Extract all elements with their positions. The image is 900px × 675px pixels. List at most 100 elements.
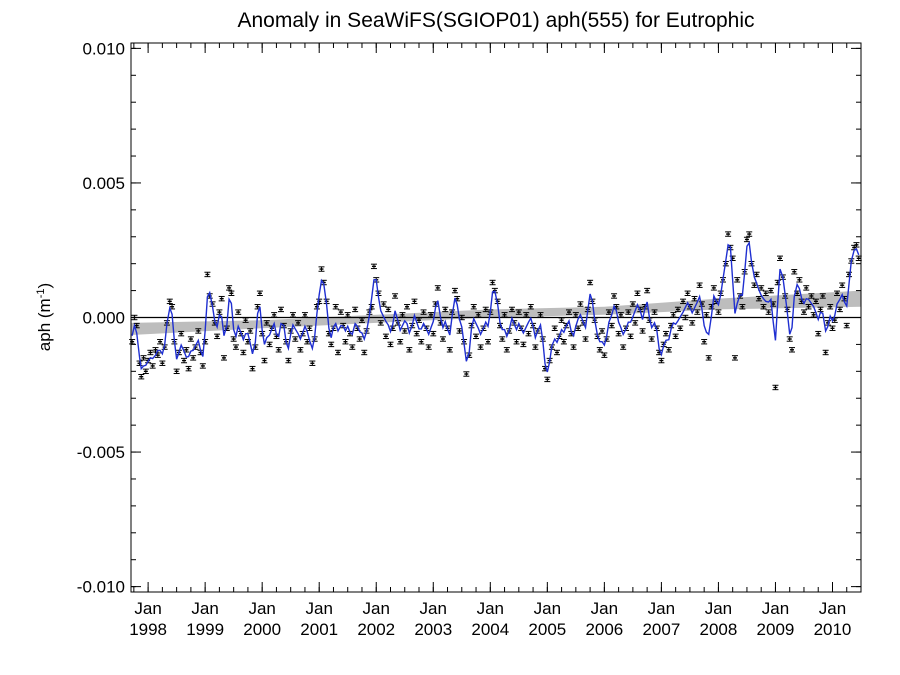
data-point	[418, 339, 425, 345]
data-point	[734, 277, 741, 283]
y-axis-ticks: 0.010 0.005 0.000 -0.005 -0.010	[77, 39, 861, 597]
data-point	[599, 328, 606, 334]
data-point	[420, 309, 427, 315]
y-axis-label-superscript: -1	[35, 288, 47, 298]
data-point	[489, 279, 496, 286]
data-point	[523, 312, 530, 318]
data-point	[342, 339, 349, 345]
data-point	[677, 325, 684, 331]
data-point	[701, 339, 708, 345]
data-point	[705, 355, 712, 361]
data-point	[662, 330, 669, 337]
data-point	[266, 341, 273, 348]
data-point	[812, 298, 819, 305]
y-tick-label: 0.000	[82, 309, 125, 328]
data-point	[470, 304, 477, 310]
data-point	[703, 312, 710, 318]
data-point	[277, 306, 284, 313]
data-point	[684, 290, 691, 296]
data-point	[725, 231, 732, 237]
data-point	[147, 349, 154, 356]
data-point	[743, 236, 750, 243]
x-tick-label-year: 2000	[243, 620, 281, 639]
data-point	[392, 293, 399, 299]
data-point	[442, 306, 449, 313]
data-point	[682, 314, 689, 321]
data-point	[154, 352, 161, 358]
y-tick-label: 0.010	[82, 39, 125, 58]
data-point	[451, 287, 458, 294]
data-point	[786, 336, 793, 342]
data-point	[399, 312, 406, 318]
data-point	[853, 242, 860, 248]
data-point	[672, 333, 679, 340]
x-tick-label-month: Jan	[191, 599, 218, 618]
data-point	[532, 344, 539, 350]
data-point	[306, 325, 313, 331]
x-tick-label-year: 1999	[186, 620, 224, 639]
y-axis-label: aph (m-1)	[35, 283, 54, 351]
data-point	[325, 330, 332, 337]
data-point	[817, 306, 824, 313]
data-point	[434, 285, 441, 291]
y-tick-label: -0.010	[77, 578, 125, 597]
data-point	[601, 352, 608, 358]
data-point	[796, 277, 803, 283]
data-point	[256, 290, 263, 296]
data-point	[261, 357, 268, 364]
data-point	[805, 304, 812, 310]
data-point	[632, 320, 639, 326]
data-point	[608, 322, 615, 329]
data-point	[499, 336, 506, 342]
data-point	[520, 341, 527, 348]
data-point	[670, 312, 677, 318]
data-point	[477, 344, 484, 350]
data-point	[503, 347, 510, 353]
data-point	[551, 325, 558, 331]
data-point	[185, 365, 192, 372]
data-point	[665, 347, 672, 353]
x-tick-label-month: Jan	[477, 599, 504, 618]
data-point	[230, 336, 237, 342]
x-tick-label-year: 2006	[585, 620, 623, 639]
y-tick-label: -0.005	[77, 443, 125, 462]
data-point	[501, 312, 508, 318]
x-tick-label-month: Jan	[420, 599, 447, 618]
data-point	[129, 339, 136, 345]
data-point	[318, 266, 325, 272]
y-tick-label: 0.005	[82, 174, 125, 193]
chart-title: Anomaly in SeaWiFS(SGIOP01) aph(555) for…	[237, 9, 754, 32]
data-point	[178, 330, 185, 337]
data-point	[226, 285, 233, 291]
data-point	[406, 347, 413, 353]
data-point	[755, 295, 762, 302]
data-point	[235, 309, 242, 315]
data-point	[349, 344, 356, 350]
x-tick-label-year: 2009	[757, 620, 795, 639]
data-point	[411, 298, 418, 305]
data-point	[289, 312, 296, 318]
data-point	[397, 339, 404, 345]
data-point	[356, 336, 363, 342]
data-point	[385, 306, 392, 313]
data-point	[554, 349, 561, 356]
data-point	[216, 309, 223, 315]
data-point	[242, 317, 249, 323]
data-point	[463, 371, 470, 377]
data-point	[620, 344, 627, 350]
data-point	[195, 328, 202, 334]
x-tick-label-year: 2007	[642, 620, 680, 639]
data-point	[295, 320, 302, 326]
data-point	[138, 374, 145, 380]
data-point	[263, 320, 270, 326]
data-point	[843, 322, 850, 329]
data-point	[836, 306, 843, 313]
data-point	[715, 309, 722, 315]
data-point	[639, 328, 646, 334]
data-point	[332, 304, 339, 310]
data-point	[527, 304, 534, 310]
data-point	[827, 304, 834, 310]
data-point	[834, 290, 841, 296]
data-point	[427, 312, 434, 318]
data-point	[358, 317, 365, 323]
